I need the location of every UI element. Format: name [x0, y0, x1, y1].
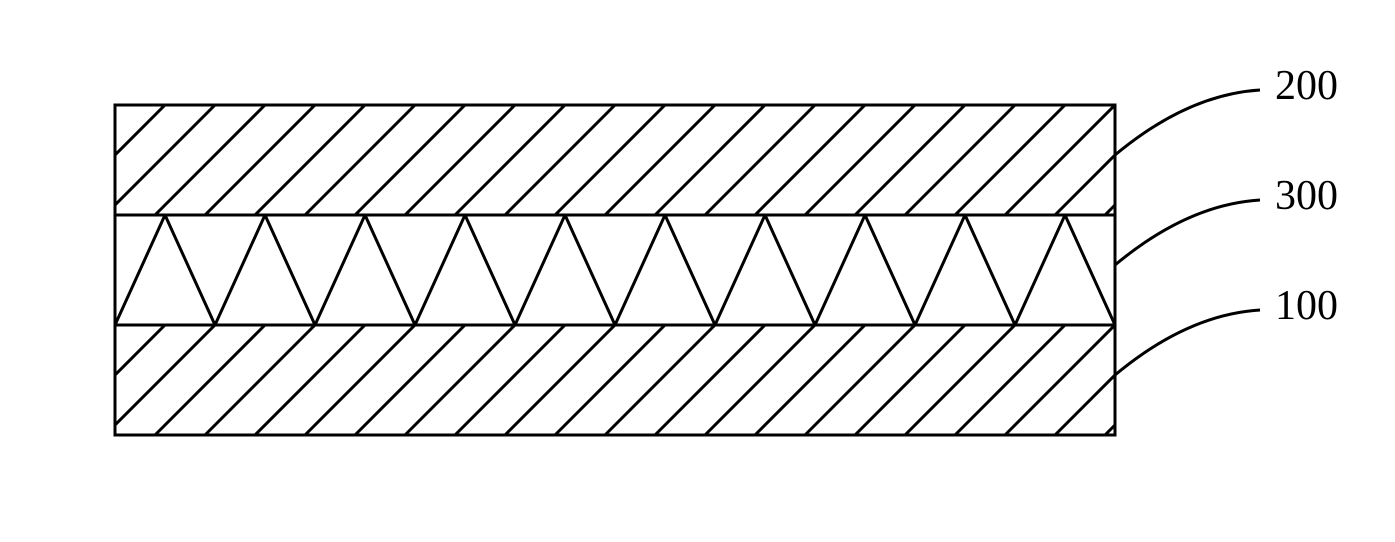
label-middle: 300: [1275, 172, 1338, 220]
figure-container: 200 300 100: [0, 0, 1395, 542]
layer-middle-hatch: [15, 215, 1215, 325]
diagram-svg: [0, 0, 1395, 542]
label-bottom: 100: [1275, 282, 1338, 330]
label-top: 200: [1275, 62, 1338, 110]
layer-bottom-hatch: [0, 325, 1265, 435]
leader-bottom: [1115, 310, 1260, 375]
leader-top: [1115, 90, 1260, 155]
leader-middle: [1115, 200, 1260, 265]
layer-top-hatch: [0, 105, 1265, 215]
